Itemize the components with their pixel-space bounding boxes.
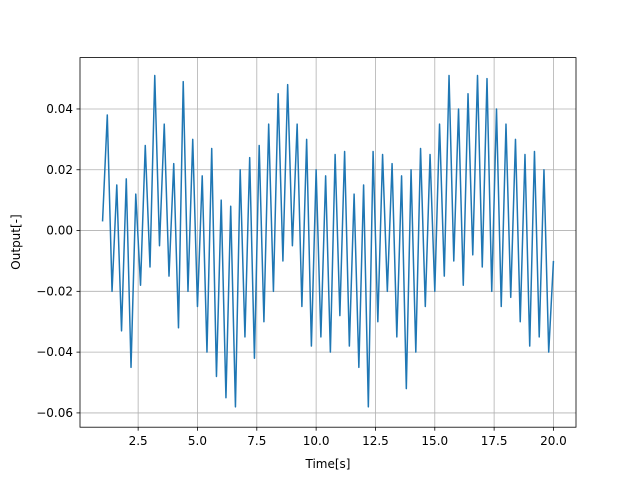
x-tick-label: 20.0 — [540, 434, 567, 448]
y-tick-label: 0.04 — [46, 102, 73, 116]
x-tick-label: 2.5 — [129, 434, 148, 448]
axes-frame — [79, 57, 577, 428]
line — [101, 74, 555, 408]
x-tick-label: 10.0 — [303, 434, 330, 448]
y-axis-label: Output[-] — [9, 214, 23, 269]
x-tick-label: 7.5 — [247, 434, 266, 448]
x-tick-label: 12.5 — [362, 434, 389, 448]
x-axis-label: Time[s] — [305, 457, 351, 471]
x-tick-label: 15.0 — [421, 434, 448, 448]
x-tick-label: 5.0 — [188, 434, 207, 448]
y-tick-label: −0.06 — [36, 406, 73, 420]
y-tick-label: −0.04 — [36, 345, 73, 359]
x-tick-label: 17.5 — [481, 434, 508, 448]
y-tick-label: 0.00 — [46, 224, 73, 238]
y-tick-label: 0.02 — [46, 163, 73, 177]
y-tick-label: −0.02 — [36, 284, 73, 298]
